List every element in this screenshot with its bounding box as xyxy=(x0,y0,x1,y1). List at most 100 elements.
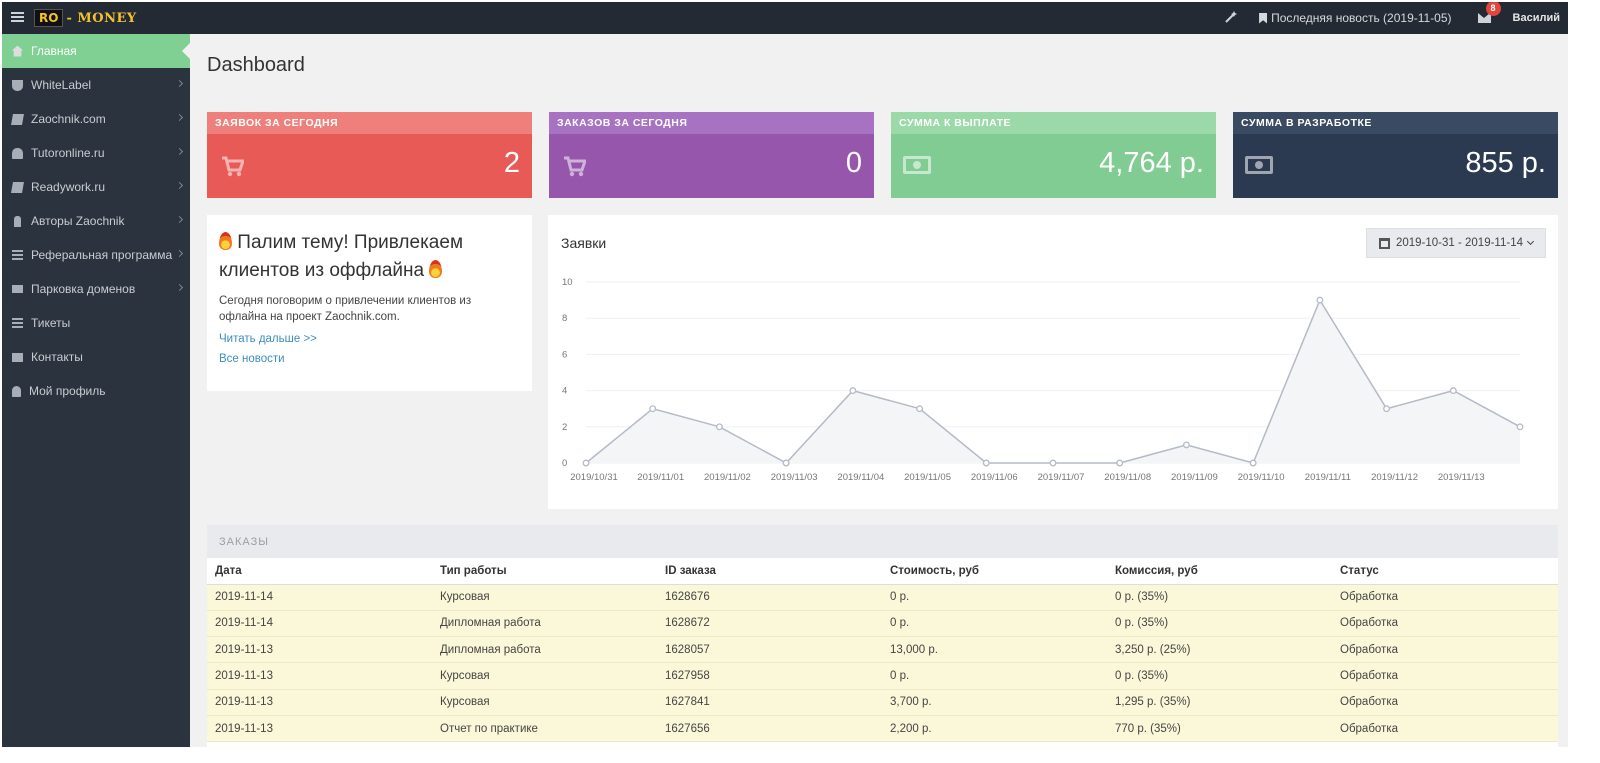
messages-button[interactable]: 8 xyxy=(1477,2,1501,23)
logo-text: - MONEY xyxy=(66,10,137,26)
cell-order-id: 1627841 xyxy=(657,689,882,716)
latest-news-link[interactable]: Последняя новость (2019-11-05) xyxy=(1259,11,1452,25)
all-news-link[interactable]: Все новости xyxy=(219,353,285,365)
data-point xyxy=(1116,459,1124,467)
cell-commission: 0 р. (35%) xyxy=(1107,662,1332,690)
date-range-label: 2019-10-31 - 2019-11-14 xyxy=(1395,237,1523,249)
data-point xyxy=(1383,405,1391,413)
data-point xyxy=(1449,387,1457,395)
sidebar-item-readywork[interactable]: Readywork.ru xyxy=(2,170,190,204)
sidebar-item-domain-parking[interactable]: Парковка доменов xyxy=(2,272,190,306)
column-header[interactable]: Дата xyxy=(207,558,432,585)
x-tick-label: 2019/11/12 xyxy=(1371,472,1418,483)
orders-panel-title: ЗАКАЗЫ xyxy=(207,525,1558,558)
requests-chart-card: Заявки 2019-10-31 - 2019-11-14 0 2 4 6 8 10 20… xyxy=(548,215,1558,509)
cell-date: 2019-11-14 xyxy=(207,610,432,638)
cell-work-type: Дипломная работа xyxy=(432,636,657,664)
user-icon xyxy=(12,385,21,397)
data-point xyxy=(1182,441,1190,449)
fire-icon xyxy=(429,260,443,278)
x-tick-label: 2019/11/13 xyxy=(1438,472,1485,483)
x-tick-label: 2019/11/10 xyxy=(1238,472,1285,483)
cell-order-id: 1628057 xyxy=(657,636,882,664)
x-tick-label: 2019/11/05 xyxy=(904,472,951,483)
cell-status: Обработка xyxy=(1332,610,1558,638)
table-header-row: Дата Тип работы ID заказа Стоимость, руб… xyxy=(207,558,1558,585)
sidebar-item-home[interactable]: Главная xyxy=(2,34,190,68)
data-point xyxy=(1516,423,1524,431)
magic-wand-icon[interactable] xyxy=(1225,11,1239,25)
table-row[interactable]: 2019-11-14 Курсовая 1628676 0 р. 0 р. (3… xyxy=(207,584,1558,611)
table-row[interactable]: 2019-11-13 Дипломная работа 1628057 13,0… xyxy=(207,636,1558,664)
column-header[interactable]: Стоимость, руб xyxy=(882,558,1107,585)
sidebar-item-label: Главная xyxy=(31,44,77,58)
envelope-icon xyxy=(12,352,23,362)
cell-cost: 0 р. xyxy=(882,662,1107,690)
stat-label: ЗАЯВОК ЗА СЕГОДНЯ xyxy=(207,112,532,134)
stat-label: СУММА К ВЫПЛАТЕ xyxy=(891,112,1216,134)
user-menu[interactable]: Василий xyxy=(1512,12,1560,24)
cell-cost: 3,700 р. xyxy=(882,689,1107,716)
table-row[interactable]: 2019-11-13 Отчет по практике 1627656 2,2… xyxy=(207,715,1558,743)
stat-value: 0 xyxy=(845,147,862,179)
cell-order-id: 1628676 xyxy=(657,584,882,611)
table-row[interactable]: 2019-11-13 Курсовая 1627958 0 р. 0 р. (3… xyxy=(207,662,1558,690)
sidebar-item-referral[interactable]: Реферальная программа xyxy=(2,238,190,272)
chevron-right-icon xyxy=(175,181,184,190)
column-header[interactable]: Тип работы xyxy=(432,558,657,585)
sidebar: Главная WhiteLabel Zaochnik.com Tutoronl… xyxy=(2,34,190,747)
date-range-picker[interactable]: 2019-10-31 - 2019-11-14 xyxy=(1365,228,1546,258)
x-tick-label: 2019/11/06 xyxy=(971,472,1018,483)
cell-cost: 0 р. xyxy=(882,584,1107,611)
stat-label: СУММА В РАЗРАБОТКЕ xyxy=(1233,112,1558,134)
chevron-right-icon xyxy=(175,283,184,292)
table-row[interactable]: 2019-11-14 Дипломная работа 1628672 0 р.… xyxy=(207,610,1558,638)
cell-date: 2019-11-14 xyxy=(207,584,432,611)
sidebar-item-label: Авторы Zaochnik xyxy=(31,214,125,228)
column-header[interactable]: ID заказа xyxy=(657,558,882,585)
page-title: Dashboard xyxy=(207,54,305,76)
stat-value: 2 xyxy=(503,147,520,179)
x-tick-label: 2019/10/31 xyxy=(570,472,618,483)
sidebar-item-profile[interactable]: Мой профиль xyxy=(2,374,190,408)
cell-commission: 770 р. (35%) xyxy=(1107,715,1332,743)
column-header[interactable]: Комиссия, руб xyxy=(1107,558,1332,585)
y-tick-label: 2 xyxy=(562,422,567,433)
sidebar-item-label: Парковка доменов xyxy=(31,282,136,296)
latest-news-label: Последняя новость (2019-11-05) xyxy=(1271,11,1452,25)
menu-toggle-icon[interactable] xyxy=(11,12,24,23)
sidebar-item-authors[interactable]: Авторы Zaochnik xyxy=(2,204,190,238)
stat-value: 855 р. xyxy=(1465,147,1546,179)
money-icon xyxy=(1245,156,1273,174)
column-header[interactable]: Статус xyxy=(1332,558,1558,585)
y-tick-label: 8 xyxy=(562,313,567,324)
x-tick-label: 2019/11/01 xyxy=(637,472,684,483)
x-tick-label: 2019/11/11 xyxy=(1305,472,1351,483)
x-tick-label: 2019/11/09 xyxy=(1171,472,1218,483)
logo[interactable]: RO - MONEY xyxy=(34,9,137,27)
cart-icon xyxy=(222,156,244,177)
cell-status: Обработка xyxy=(1332,715,1558,743)
chevron-right-icon xyxy=(175,113,184,122)
cell-commission: 1,295 р. (35%) xyxy=(1107,689,1332,716)
area-fill xyxy=(586,300,1520,463)
sidebar-item-contacts[interactable]: Контакты xyxy=(2,340,190,374)
book-icon xyxy=(11,181,24,193)
requests-chart: 0 2 4 6 8 10 2019/10/31 2019/11/01 2019/11/02 201… xyxy=(562,277,1524,483)
stat-box-payout-sum: СУММА К ВЫПЛАТЕ 4,764 р. xyxy=(891,112,1216,198)
sidebar-item-label: Tutoronline.ru xyxy=(31,146,105,160)
app-window: RO - MONEY Последняя новость (2019-11-05… xyxy=(2,2,1568,747)
x-tick-label: 2019/11/03 xyxy=(771,472,818,483)
sidebar-item-tickets[interactable]: Тикеты xyxy=(2,306,190,340)
sidebar-item-label: Мой профиль xyxy=(29,384,106,398)
sidebar-item-whitelabel[interactable]: WhiteLabel xyxy=(2,68,190,102)
data-point xyxy=(715,423,723,431)
sidebar-item-zaochnik[interactable]: Zaochnik.com xyxy=(2,102,190,136)
data-point xyxy=(1316,296,1324,304)
read-more-link[interactable]: Читать дальше >> xyxy=(219,333,317,345)
table-row[interactable]: 2019-11-13 Курсовая 1627841 3,700 р. 1,2… xyxy=(207,689,1558,716)
list-icon xyxy=(12,249,23,261)
sidebar-item-tutoronline[interactable]: Tutoronline.ru xyxy=(2,136,190,170)
cart-icon xyxy=(564,156,586,177)
cell-work-type: Дипломная работа xyxy=(432,610,657,638)
